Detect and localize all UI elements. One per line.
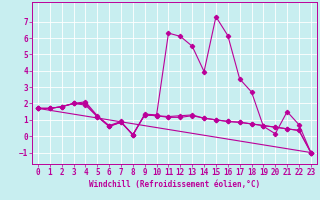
X-axis label: Windchill (Refroidissement éolien,°C): Windchill (Refroidissement éolien,°C) bbox=[89, 180, 260, 189]
